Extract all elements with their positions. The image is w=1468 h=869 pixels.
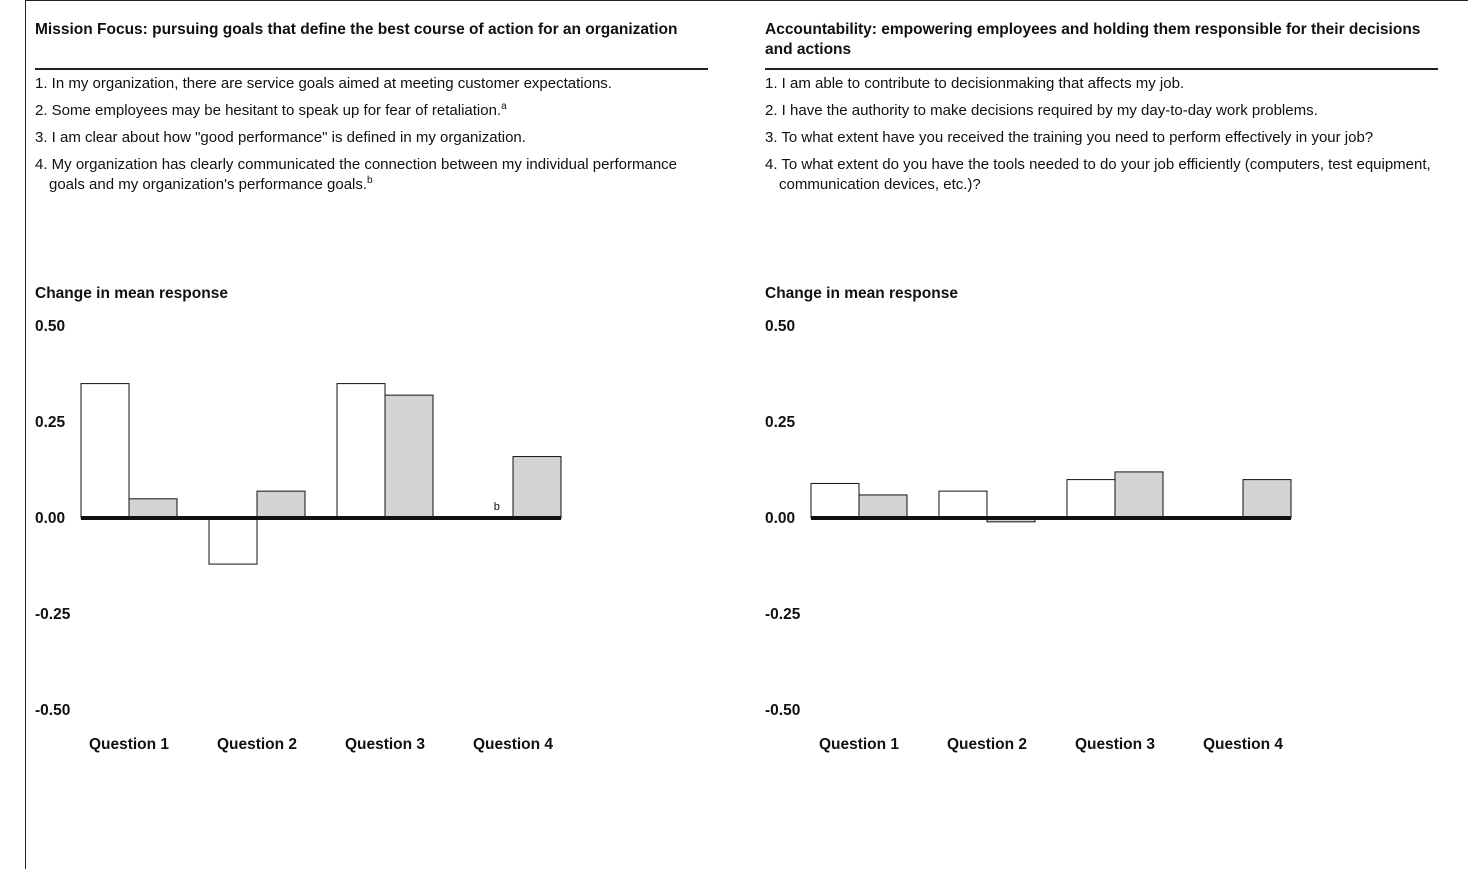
accountability-panel: Accountability: empowering employees and… xyxy=(755,0,1455,869)
x-tick-label: Question 3 xyxy=(345,736,425,753)
bar-4-2 xyxy=(1242,479,1292,519)
panel-title: Mission Focus: pursuing goals that defin… xyxy=(35,21,678,38)
bar-3-1 xyxy=(336,383,386,519)
bar-2-2 xyxy=(256,490,306,519)
y-tick-label: -0.50 xyxy=(765,702,800,719)
x-tick-label: Question 2 xyxy=(947,736,1027,753)
zero-baseline xyxy=(81,516,561,520)
bar-3-1 xyxy=(1066,479,1116,519)
question-list: 1. I am able to contribute to decisionma… xyxy=(765,74,1445,202)
question-item: 4. To what extent do you have the tools … xyxy=(765,156,1431,193)
bar-1-2 xyxy=(858,494,908,519)
y-tick-label: 0.25 xyxy=(35,414,66,431)
frame-top-border xyxy=(25,0,1468,1)
x-tick-label: Question 4 xyxy=(473,736,553,753)
question-item: 3. To what extent have you received the … xyxy=(765,129,1374,146)
bar-1-1 xyxy=(810,482,860,519)
y-tick-label: 0.00 xyxy=(35,510,65,527)
y-tick-label: 0.50 xyxy=(765,318,795,335)
y-tick-label: 0.25 xyxy=(765,414,796,431)
x-tick-label: Question 2 xyxy=(217,736,297,753)
footnote-marker: b xyxy=(367,175,373,186)
question-item: 3. I am clear about how "good performanc… xyxy=(35,129,526,146)
bar-1-2 xyxy=(128,498,178,519)
y-tick-label: -0.25 xyxy=(35,606,71,623)
question-item: 1. I am able to contribute to decisionma… xyxy=(765,75,1185,92)
bar-2-1 xyxy=(938,490,988,519)
question-item: 2. I have the authority to make decision… xyxy=(765,102,1318,119)
footnote-marker: a xyxy=(501,101,507,112)
x-tick-label: Question 4 xyxy=(1203,736,1283,753)
x-tick-label: Question 1 xyxy=(819,736,899,753)
y-tick-label: -0.25 xyxy=(765,606,801,623)
bar-1-1 xyxy=(80,383,130,519)
y-tick-label: -0.50 xyxy=(35,702,70,719)
bar-3-2 xyxy=(1114,471,1164,519)
accountability-chart: 0.50 0.25 0.00 -0.25 -0.50 Question 1 Question… xyxy=(765,318,1292,753)
question-item: 4. My organization has clearly communica… xyxy=(35,156,678,193)
y-axis-label: Change in mean response xyxy=(765,285,958,302)
zero-baseline xyxy=(811,516,1291,520)
title-rule xyxy=(765,68,1438,70)
y-tick-label: 0.00 xyxy=(765,510,795,527)
question-item: 1. In my organization, there are service… xyxy=(35,75,612,92)
x-tick-label: Question 1 xyxy=(89,736,169,753)
mission-focus-panel: Mission Focus: pursuing goals that defin… xyxy=(25,0,725,869)
y-tick-label: 0.50 xyxy=(35,318,65,335)
y-axis-label: Change in mean response xyxy=(35,285,228,302)
question-item: 2. Some employees may be hesitant to spe… xyxy=(35,101,507,120)
bar-2-1 xyxy=(208,517,258,565)
bar-3-2 xyxy=(384,394,434,519)
x-tick-label: Question 3 xyxy=(1075,736,1155,753)
mission-focus-chart: 0.50 0.25 0.00 -0.25 -0.50 Question 1 Question… xyxy=(35,318,562,753)
bar-annotation: b xyxy=(494,501,500,513)
title-rule xyxy=(35,68,708,70)
frame-left-border xyxy=(25,0,26,869)
question-list: 1. In my organization, there are service… xyxy=(35,74,715,202)
bar-4-2 xyxy=(512,456,562,519)
panel-title: Accountability: empowering employees and… xyxy=(765,21,1421,58)
